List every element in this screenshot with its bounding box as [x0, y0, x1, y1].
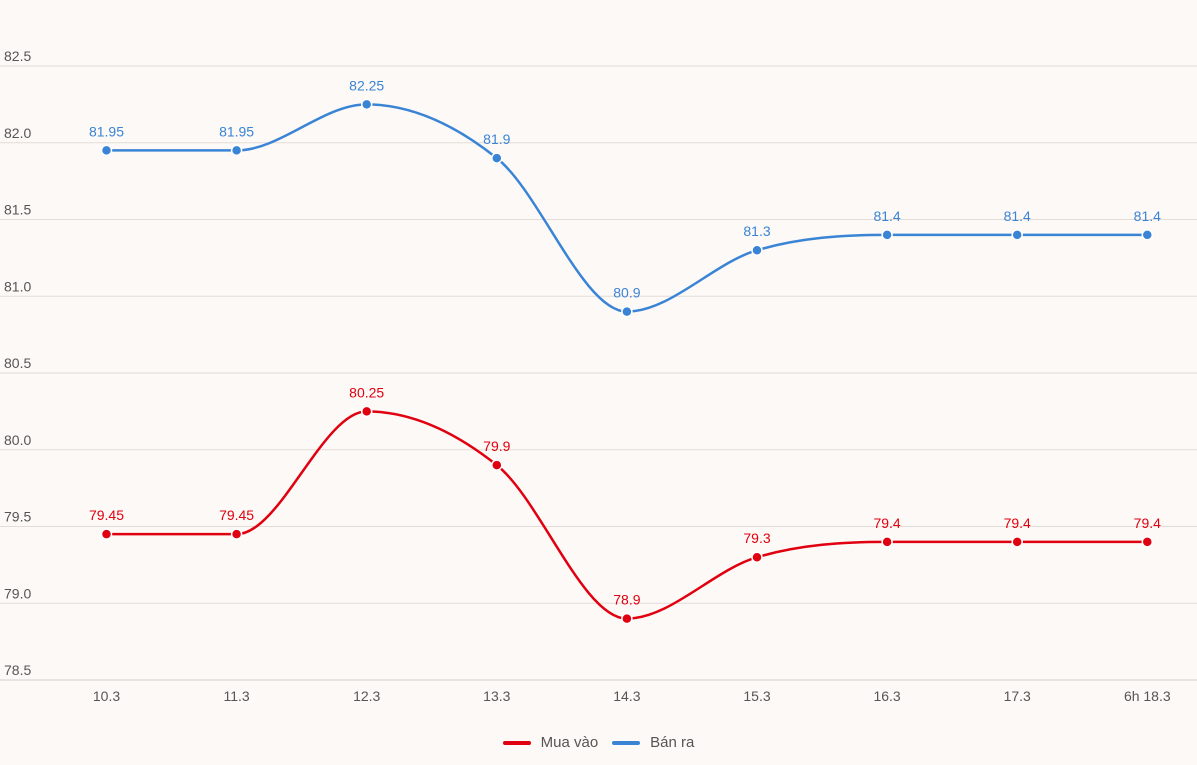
data-point-mua-vao — [1011, 536, 1023, 548]
data-point-mua-vao — [100, 528, 113, 540]
data-point-ban-ra — [1141, 229, 1154, 241]
legend-swatch-mua-vao — [502, 740, 531, 745]
data-point-ban-ra — [230, 144, 243, 157]
x-tick-label: 17.3 — [1004, 688, 1031, 704]
data-point-mua-vao — [751, 551, 763, 563]
y-tick-label: 80.0 — [4, 432, 31, 448]
data-label-mua-vao: 79.4 — [1134, 515, 1161, 531]
data-label-mua-vao: 78.9 — [613, 592, 640, 608]
series-line-mua-vao — [106, 410, 1148, 620]
legend-label-mua-vao: Mua vào — [540, 734, 599, 751]
y-tick-label: 82.5 — [4, 48, 31, 64]
x-tick-label: 11.3 — [223, 688, 249, 704]
data-label-mua-vao: 79.3 — [743, 530, 770, 546]
x-tick-label: 16.3 — [873, 688, 900, 704]
data-label-ban-ra: 81.3 — [743, 223, 770, 239]
data-point-mua-vao — [230, 528, 243, 540]
data-point-ban-ra — [881, 229, 893, 241]
data-point-ban-ra — [360, 98, 373, 111]
data-point-mua-vao — [360, 405, 373, 418]
data-label-ban-ra: 81.4 — [873, 208, 900, 224]
y-tick-label: 80.5 — [4, 355, 31, 371]
data-label-mua-vao: 80.25 — [349, 384, 384, 400]
data-point-ban-ra — [491, 152, 503, 164]
y-axis: 78.5 79.0 79.5 80.0 80.5 81.0 81.5 82.0 82.5 — [4, 48, 31, 678]
y-tick-label: 81.0 — [4, 278, 31, 294]
series-line-ban-ra — [106, 103, 1148, 313]
data-label-ban-ra: 81.95 — [219, 123, 254, 139]
data-label-mua-vao: 79.45 — [89, 507, 124, 523]
data-point-mua-vao — [881, 536, 893, 548]
x-tick-label: 13.3 — [483, 688, 510, 704]
data-label-mua-vao: 79.4 — [873, 515, 900, 531]
x-axis: 10.3 11.3 12.3 13.3 14.3 15.3 16.3 17.3 6h 18.3 — [93, 688, 1171, 704]
legend-item-ban-ra[interactable]: Bán ra — [612, 734, 694, 751]
legend: Mua vào Bán ra — [0, 734, 1197, 751]
data-label-ban-ra: 81.4 — [1004, 208, 1031, 224]
x-tick-label: 6h 18.3 — [1124, 688, 1171, 704]
data-label-mua-vao: 79.9 — [483, 438, 510, 454]
data-point-mua-vao — [1141, 536, 1154, 548]
series-layer: 79.45 79.45 80.25 79.9 78.9 79.3 79.4 79.4 79.4 8… — [89, 77, 1161, 625]
x-tick-label: 14.3 — [613, 688, 640, 704]
legend-swatch-ban-ra — [612, 740, 641, 745]
data-label-mua-vao: 79.45 — [219, 507, 254, 523]
y-tick-label: 79.5 — [4, 509, 31, 525]
data-label-ban-ra: 81.9 — [483, 131, 510, 147]
data-label-ban-ra: 80.9 — [613, 285, 640, 301]
data-label-ban-ra: 82.25 — [349, 77, 384, 93]
y-tick-label: 79.0 — [4, 585, 31, 601]
y-tick-label: 81.5 — [4, 202, 31, 218]
data-point-ban-ra — [100, 144, 113, 157]
x-tick-label: 12.3 — [353, 688, 380, 704]
data-label-ban-ra: 81.4 — [1134, 208, 1161, 224]
legend-label-ban-ra: Bán ra — [650, 734, 695, 751]
data-point-mua-vao — [621, 612, 633, 625]
data-point-mua-vao — [491, 459, 503, 471]
data-label-ban-ra: 81.95 — [89, 123, 124, 139]
legend-item-mua-vao[interactable]: Mua vào — [502, 734, 599, 751]
grid-lines — [0, 65, 1197, 681]
y-tick-label: 82.0 — [4, 125, 31, 141]
data-point-ban-ra — [621, 305, 633, 318]
x-tick-label: 10.3 — [93, 688, 120, 704]
y-tick-label: 78.5 — [4, 662, 31, 678]
data-point-ban-ra — [1011, 229, 1023, 241]
line-chart: 78.5 79.0 79.5 80.0 80.5 81.0 81.5 82.0 82.5 10.… — [0, 48, 1197, 704]
data-point-ban-ra — [751, 244, 763, 256]
x-tick-label: 15.3 — [743, 688, 770, 704]
data-label-mua-vao: 79.4 — [1004, 515, 1031, 531]
